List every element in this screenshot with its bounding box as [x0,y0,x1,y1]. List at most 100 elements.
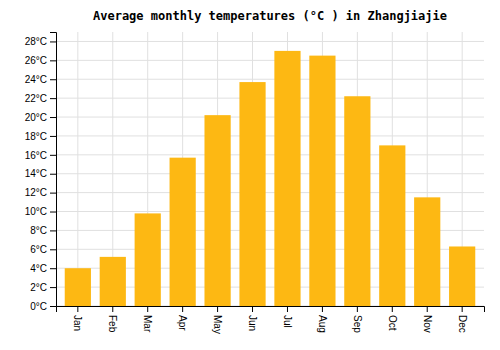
bar [204,115,230,306]
grid-line-y [56,173,484,174]
y-tick-label: 4°C [30,263,47,274]
y-tick: 12°C [25,187,56,198]
x-tick: Aug [317,306,328,333]
y-tick-mark [50,98,56,99]
x-tick: Feb [107,306,118,333]
bars [65,51,476,306]
bar [170,158,196,306]
bar [135,213,161,306]
x-tick: Jan [72,306,83,331]
y-tick-label: 22°C [25,93,47,104]
y-tick-label: 20°C [25,112,47,123]
bar [344,96,370,306]
x-tick: Oct [387,306,398,331]
y-tick-label: 10°C [25,206,47,217]
grid-line-y [56,135,484,136]
bar [100,257,126,306]
grid-line-y [56,41,484,42]
y-tick-label: 6°C [30,244,47,255]
y-tick-label: 14°C [25,168,47,179]
y-tick: 20°C [25,112,56,123]
bar [309,56,335,306]
x-tick-mark [462,306,463,312]
y-tick-label: 18°C [25,131,47,142]
y-tick-label: 24°C [25,74,47,85]
y-tick-label: 28°C [25,36,47,47]
x-tick-mark [322,306,323,312]
x-tick-mark [252,306,253,312]
y-tick-mark [50,41,56,42]
x-tick: Jun [247,306,258,331]
y-tick: 26°C [25,55,56,66]
x-tick-label: Jan [72,315,83,331]
x-tick-label: Mar [142,315,153,333]
y-tick-mark [50,306,56,307]
y-tick-mark [50,136,56,137]
grid-line-x [77,32,78,306]
y-tick-mark [50,79,56,80]
x-axis: Jan Feb Mar Apr May Jun Jul Aug Sep Oct Nov Dec [57,306,485,334]
y-tick: 24°C [25,74,56,85]
grid-line-y [56,154,484,155]
y-tick: 16°C [25,150,56,161]
x-axis-line [57,307,485,313]
y-axis: 0°C 2°C 4°C 6°C 8°C 10°C 12°C 14°C 16°C 18°C 20°C 2… [25,33,57,312]
y-tick-mark [50,249,56,250]
y-tick: 14°C [25,168,56,179]
bar [414,197,440,306]
y-tick-mark [50,174,56,175]
y-tick-mark [50,230,56,231]
y-tick-label: 0°C [30,301,47,312]
grid-line-y [56,79,484,80]
x-tick: Jul [282,306,293,328]
x-tick: Nov [422,306,433,333]
y-tick-label: 8°C [30,225,47,236]
y-tick-mark [50,60,56,61]
y-tick-label: 12°C [25,187,47,198]
x-tick-label: Dec [457,315,468,333]
chart-title: Average monthly temperatures (°C ) in Zh… [93,9,447,23]
grid-line-y [56,60,484,61]
bar [274,51,300,306]
bar [239,82,265,306]
y-tick: 10°C [25,206,56,217]
grid-line-y [56,98,484,99]
y-tick-mark [50,268,56,269]
y-tick: 28°C [25,36,56,47]
x-tick-mark [357,306,358,312]
y-tick: 2°C [30,282,56,293]
y-tick-label: 16°C [25,150,47,161]
y-tick: 0°C [30,301,56,312]
y-tick-label: 26°C [25,55,47,66]
bar [65,268,91,306]
y-tick-mark [50,212,56,213]
y-tick: 4°C [30,263,56,274]
chart-svg: 0°C 2°C 4°C 6°C 8°C 10°C 12°C 14°C 16°C 18°C 20°C 2… [0,0,500,350]
x-tick-mark [147,306,148,312]
x-tick-label: Aug [317,315,328,333]
y-tick-mark [50,193,56,194]
x-tick-mark [182,306,183,312]
x-tick: Sep [352,306,363,333]
x-tick-mark [287,306,288,312]
bar [449,246,475,306]
plot: 0°C 2°C 4°C 6°C 8°C 10°C 12°C 14°C 16°C 18°C 20°C 2… [25,32,485,334]
x-tick-label: Jul [282,315,293,328]
x-tick-label: Apr [177,315,188,331]
y-tick: 22°C [25,93,56,104]
y-tick: 6°C [30,244,56,255]
x-tick-label: Nov [422,315,433,333]
x-tick-mark [77,306,78,312]
bar [379,145,405,306]
x-tick-mark [427,306,428,312]
y-tick: 8°C [30,225,56,236]
grid [56,32,484,306]
y-tick-mark [50,155,56,156]
chart-container: 0°C 2°C 4°C 6°C 8°C 10°C 12°C 14°C 16°C 18°C 20°C 2… [0,0,500,350]
x-tick: Dec [457,306,468,333]
y-axis-line [50,33,57,307]
x-tick-label: Sep [352,315,363,333]
x-tick: Apr [177,306,188,331]
x-tick-label: Feb [107,315,118,333]
x-tick-label: May [212,315,223,334]
